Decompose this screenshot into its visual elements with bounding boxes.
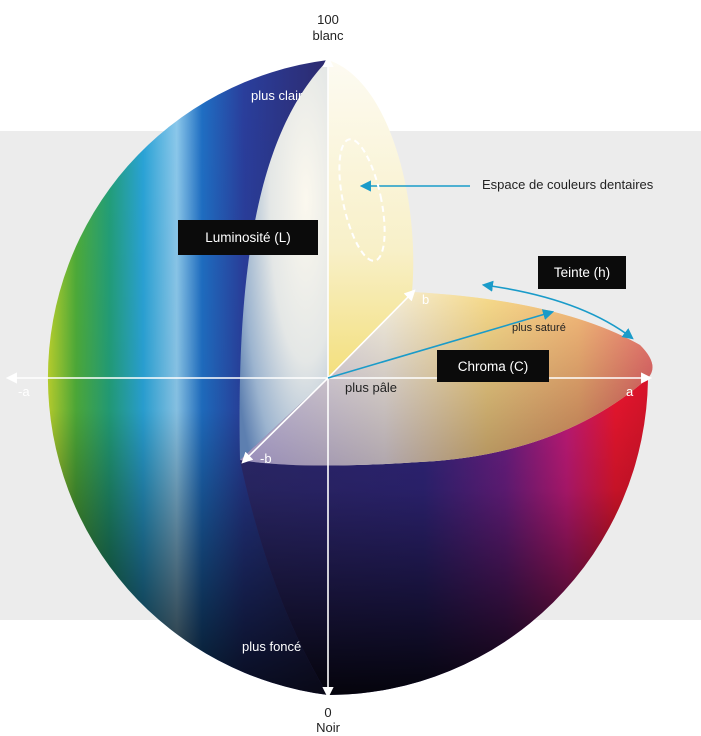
darker-label: plus foncé — [242, 639, 302, 654]
a-axis-neg-label: -a — [18, 384, 30, 399]
hue-arc-arrow — [481, 280, 634, 340]
a-axis-pos-label: a — [626, 384, 634, 399]
lighter-label: plus clair — [251, 88, 303, 103]
b-axis-pos-label: b — [422, 292, 430, 307]
b-axis-neg-arrow — [241, 377, 329, 464]
top-name-label: blanc — [312, 28, 344, 43]
chroma-box: Chroma (C) — [437, 350, 549, 382]
lightness-box: Luminosité (L) — [178, 220, 318, 255]
hue-box: Teinte (h) — [538, 256, 626, 289]
b-axis-neg-label: -b — [260, 451, 272, 466]
dental-space-label: Espace de couleurs dentaires — [482, 177, 654, 192]
dental-space-ellipse — [338, 138, 386, 262]
more-saturated-label: plus saturé — [512, 322, 566, 334]
inner-wall — [239, 60, 328, 460]
b-axis-pos-arrow — [327, 289, 416, 379]
paler-label: plus pâle — [345, 380, 398, 395]
lower-front-shade — [240, 378, 648, 695]
top-value-label: 100 — [317, 12, 339, 27]
bottom-value-label: 0 — [324, 705, 332, 720]
bottom-name-label: Noir — [316, 720, 340, 735]
